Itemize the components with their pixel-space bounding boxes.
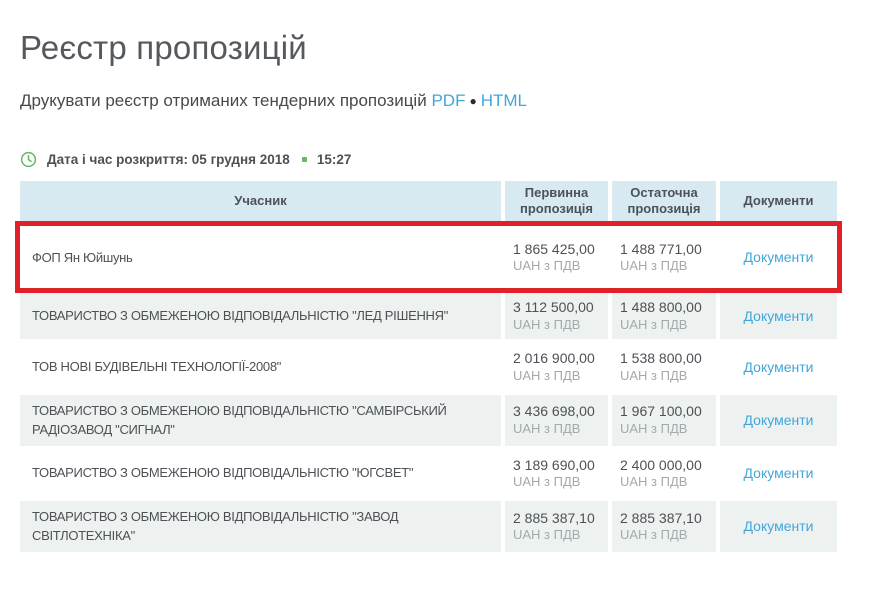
final-amount: 1 488 771,00 xyxy=(620,240,702,257)
table-row: ТОВАРИСТВО З ОБМЕЖЕНОЮ ВІДПОВІДАЛЬНІСТЮ … xyxy=(20,500,837,552)
documents-cell: Документи xyxy=(720,500,837,552)
currency-note: UAH з ПДВ xyxy=(513,367,581,383)
final-amount: 1 488 800,00 xyxy=(620,299,702,316)
final-amount: 2 885 387,10 xyxy=(620,509,702,526)
table-body: ФОП Ян Юйшунь 1 865 425,00 UAH з ПДВ 1 4… xyxy=(15,221,842,552)
currency-note: UAH з ПДВ xyxy=(620,258,688,274)
table-row: ФОП Ян Юйшунь 1 865 425,00 UAH з ПДВ 1 4… xyxy=(15,221,842,294)
initial-proposal-cell: 3 112 500,00 UAH з ПДВ xyxy=(505,292,608,340)
clock-icon xyxy=(20,151,37,167)
table-row: ТОВ НОВІ БУДІВЕЛЬНІ ТЕХНОЛОГІЇ-2008" 2 0… xyxy=(20,343,837,391)
green-dot-separator xyxy=(301,156,307,162)
column-header-documents: Документи xyxy=(720,180,837,223)
table-row: ТОВАРИСТВО З ОБМЕЖЕНОЮ ВІДПОВІДАЛЬНІСТЮ … xyxy=(20,292,837,340)
initial-amount: 3 112 500,00 xyxy=(513,299,594,316)
currency-note: UAH з ПДВ xyxy=(513,258,581,274)
currency-note: UAH з ПДВ xyxy=(620,367,688,383)
documents-link[interactable]: Документи xyxy=(743,412,814,429)
documents-cell: Документи xyxy=(720,449,837,497)
currency-note: UAH з ПДВ xyxy=(620,316,688,332)
currency-note: UAH з ПДВ xyxy=(513,316,581,332)
participant-cell: ТОВАРИСТВО З ОБМЕЖЕНОЮ ВІДПОВІДАЛЬНІСТЮ … xyxy=(20,449,501,497)
documents-link[interactable]: Документи xyxy=(743,249,814,266)
disclosure-date: 05 грудня 2018 xyxy=(191,151,290,167)
initial-proposal-cell: 2 885 387,10 UAH з ПДВ xyxy=(505,500,608,552)
final-proposal-cell: 1 538 800,00 UAH з ПДВ xyxy=(612,343,716,391)
initial-amount: 1 865 425,00 xyxy=(513,240,595,257)
documents-link[interactable]: Документи xyxy=(743,358,814,375)
participant-cell: ТОВАРИСТВО З ОБМЕЖЕНОЮ ВІДПОВІДАЛЬНІСТЮ … xyxy=(20,394,501,446)
initial-proposal-cell: 2 016 900,00 UAH з ПДВ xyxy=(505,343,608,391)
disclosure-time: 15:27 xyxy=(316,151,352,167)
documents-cell: Документи xyxy=(720,292,837,340)
initial-amount: 2 016 900,00 xyxy=(513,350,595,367)
currency-note: UAH з ПДВ xyxy=(620,420,688,436)
registry-page: Реєстр пропозицій Друкувати реєстр отрим… xyxy=(15,29,855,552)
proposals-table: Учасник Первинна пропозиція Остаточна пр… xyxy=(15,180,842,552)
participant-cell: ФОП Ян Юйшунь xyxy=(20,226,501,289)
final-proposal-cell: 1 967 100,00 UAH з ПДВ xyxy=(612,394,716,446)
initial-proposal-cell: 1 865 425,00 UAH з ПДВ xyxy=(505,226,608,289)
initial-amount: 2 885 387,10 xyxy=(513,509,595,526)
currency-note: UAH з ПДВ xyxy=(620,473,688,489)
table-row: ТОВАРИСТВО З ОБМЕЖЕНОЮ ВІДПОВІДАЛЬНІСТЮ … xyxy=(20,449,837,497)
bullet-separator: ● xyxy=(469,93,477,108)
initial-proposal-cell: 3 189 690,00 UAH з ПДВ xyxy=(505,449,608,497)
initial-amount: 3 436 698,00 xyxy=(513,403,595,420)
print-registry-text: Друкувати реєстр отриманих тендерних про… xyxy=(20,90,427,110)
currency-note: UAH з ПДВ xyxy=(513,473,581,489)
print-registry-line: Друкувати реєстр отриманих тендерних про… xyxy=(20,91,855,111)
final-amount: 2 400 000,00 xyxy=(620,456,702,473)
participant-cell: ТОВ НОВІ БУДІВЕЛЬНІ ТЕХНОЛОГІЇ-2008" xyxy=(20,343,501,391)
initial-proposal-cell: 3 436 698,00 UAH з ПДВ xyxy=(505,394,608,446)
column-header-participant: Учасник xyxy=(20,180,501,223)
documents-link[interactable]: Документи xyxy=(743,518,814,535)
participant-cell: ТОВАРИСТВО З ОБМЕЖЕНОЮ ВІДПОВІДАЛЬНІСТЮ … xyxy=(20,292,501,340)
table-row: ТОВАРИСТВО З ОБМЕЖЕНОЮ ВІДПОВІДАЛЬНІСТЮ … xyxy=(20,394,837,446)
currency-note: UAH з ПДВ xyxy=(513,420,581,436)
disclosure-label: Дата і час розкриття: xyxy=(47,151,189,167)
documents-cell: Документи xyxy=(720,394,837,446)
final-proposal-cell: 2 400 000,00 UAH з ПДВ xyxy=(612,449,716,497)
page-title: Реєстр пропозицій xyxy=(20,29,307,66)
documents-link[interactable]: Документи xyxy=(743,307,814,324)
final-amount: 1 967 100,00 xyxy=(620,403,702,420)
documents-cell: Документи xyxy=(720,343,837,391)
documents-cell: Документи xyxy=(720,226,837,289)
final-proposal-cell: 2 885 387,10 UAH з ПДВ xyxy=(612,500,716,552)
pdf-link[interactable]: PDF xyxy=(431,90,466,110)
final-proposal-cell: 1 488 771,00 UAH з ПДВ xyxy=(612,226,716,289)
column-header-initial-proposal: Первинна пропозиція xyxy=(505,180,608,223)
column-header-final-proposal: Остаточна пропозиція xyxy=(612,180,716,223)
currency-note: UAH з ПДВ xyxy=(620,526,688,542)
final-proposal-cell: 1 488 800,00 UAH з ПДВ xyxy=(612,292,716,340)
disclosure-datetime-line: Дата і час розкриття: 05 грудня 2018 15:… xyxy=(20,151,855,168)
documents-link[interactable]: Документи xyxy=(743,465,814,482)
currency-note: UAH з ПДВ xyxy=(513,526,581,542)
table-header-row: Учасник Первинна пропозиція Остаточна пр… xyxy=(20,180,837,223)
participant-cell: ТОВАРИСТВО З ОБМЕЖЕНОЮ ВІДПОВІДАЛЬНІСТЮ … xyxy=(20,500,501,552)
initial-amount: 3 189 690,00 xyxy=(513,456,595,473)
html-link[interactable]: HTML xyxy=(480,90,527,110)
final-amount: 1 538 800,00 xyxy=(620,350,702,367)
